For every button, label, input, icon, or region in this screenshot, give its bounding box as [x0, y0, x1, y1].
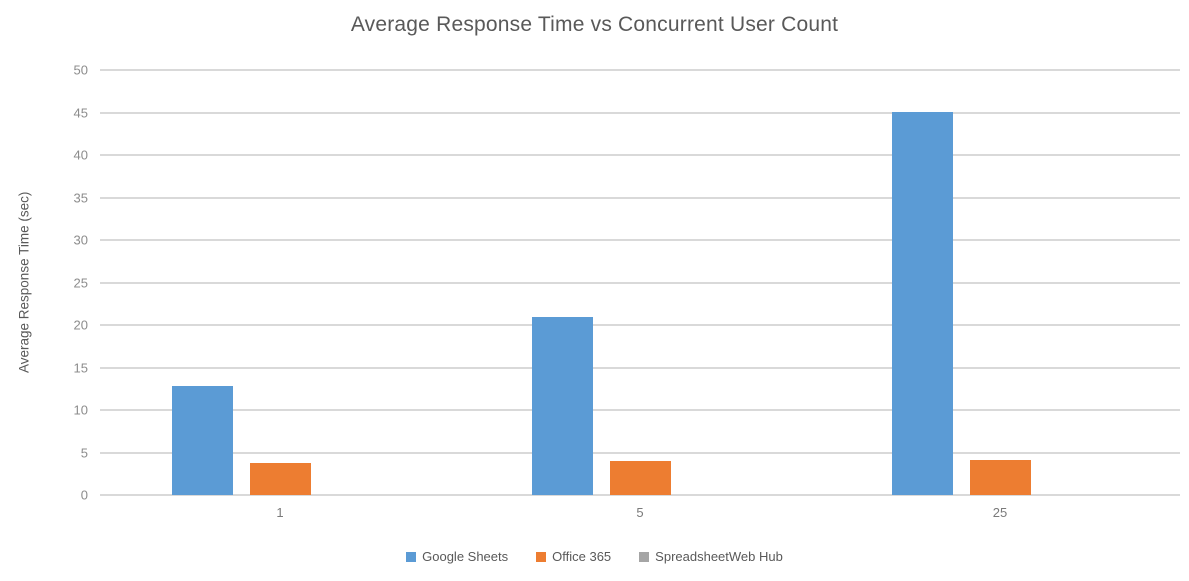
gridline-y-5	[100, 451, 1180, 454]
y-tick-label-35: 35	[73, 190, 88, 205]
y-tick-label-30: 30	[73, 232, 88, 248]
legend-marker-icon	[406, 551, 417, 562]
y-tick-label-25: 25	[73, 275, 88, 290]
bar-google-sheets-cat-1	[171, 386, 233, 495]
legend-label: Office 365	[552, 549, 612, 564]
gridline-y-0	[100, 494, 1180, 496]
y-tick-label-0: 0	[80, 487, 88, 503]
gridline-y-35	[100, 196, 1180, 199]
legend: Google Sheets Office 365 SpreadsheetWeb Hu…	[0, 549, 1189, 564]
chart-title: Average Response Time vs Concurrent User…	[350, 13, 839, 36]
legend-label: SpreadsheetWeb Hub	[655, 549, 783, 564]
gridline-y-40	[100, 154, 1180, 156]
y-tick-label-10: 10	[73, 402, 88, 418]
gridline-y-45	[100, 111, 1180, 114]
bar-office-365-cat-25	[969, 460, 1031, 495]
legend-item-google-sheets: Google Sheets	[406, 549, 508, 564]
bar-office-365-cat-1	[249, 462, 311, 495]
gridline-y-15	[100, 366, 1180, 369]
legend-item-office-365: Office 365	[536, 549, 611, 564]
y-tick-label-5: 5	[80, 445, 88, 460]
gridline-y-25	[100, 281, 1180, 284]
legend-marker-icon	[536, 551, 547, 562]
bar-google-sheets-cat-5	[531, 316, 593, 495]
bar-google-sheets-cat-25	[891, 111, 953, 495]
y-tick-label-20: 20	[73, 317, 88, 333]
legend-item-spreadsheetweb-hub: SpreadsheetWeb Hub	[639, 549, 783, 564]
gridline-y-10	[100, 409, 1180, 411]
y-tick-label-15: 15	[73, 360, 88, 375]
gridline-y-30	[100, 239, 1180, 241]
legend-label: Google Sheets	[422, 549, 509, 564]
legend-marker-icon	[639, 551, 650, 562]
x-tick-label-25: 25	[992, 505, 1008, 520]
y-tick-label-45: 45	[73, 105, 88, 120]
gridline-y-20	[100, 324, 1180, 326]
x-tick-label-1: 1	[276, 505, 284, 520]
bar-office-365-cat-5	[609, 461, 671, 495]
x-tick-label-5: 5	[636, 505, 644, 520]
gridline-y-50	[100, 69, 1180, 71]
y-tick-label-50: 50	[73, 62, 88, 78]
y-tick-label-40: 40	[73, 147, 88, 163]
